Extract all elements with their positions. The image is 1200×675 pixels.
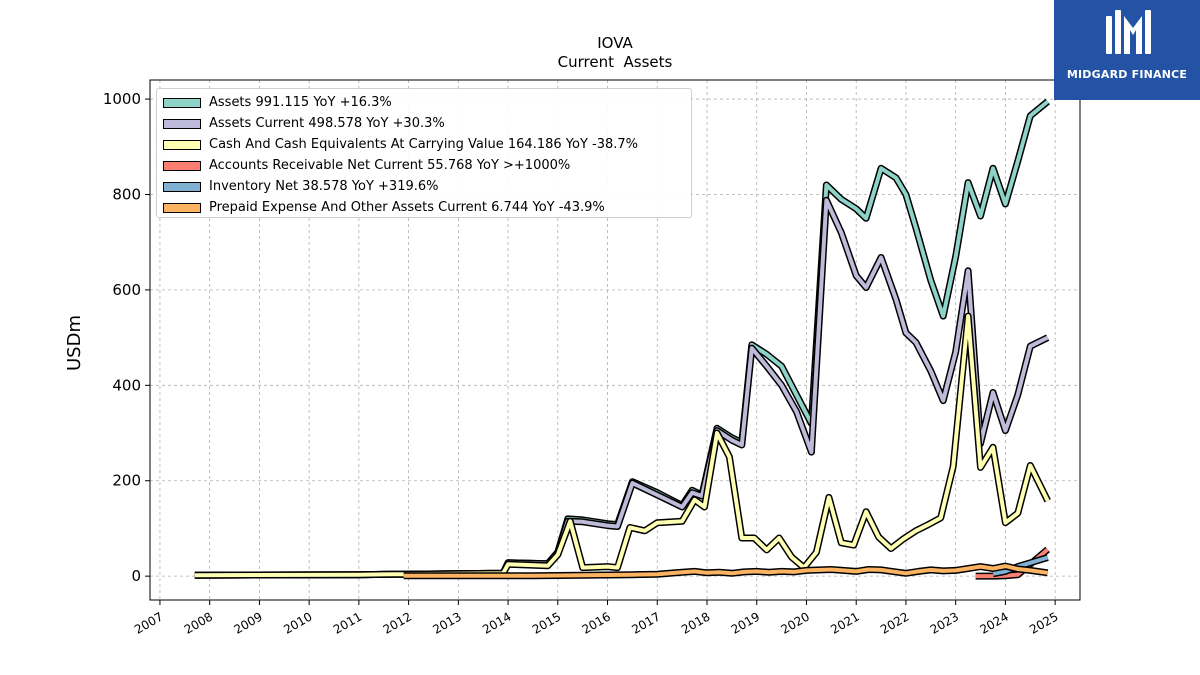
y-tick-label: 1000 [103, 90, 141, 108]
x-tick-label: 2019 [729, 609, 762, 636]
chart-subtitle: Current Assets [558, 53, 673, 71]
legend-label: Assets 991.115 YoY +16.3% [209, 95, 392, 110]
legend-swatch [163, 202, 201, 213]
legend-swatch [163, 139, 201, 150]
legend-swatch [163, 181, 201, 192]
legend-label: Accounts Receivable Net Current 55.768 Y… [209, 158, 571, 173]
brand-logo: MIDGARD FINANCE [1054, 0, 1200, 100]
legend-item: Prepaid Expense And Other Assets Current… [163, 197, 685, 218]
chart-title: IOVA [597, 34, 633, 52]
y-tick-label: 800 [112, 185, 141, 203]
series-5 [403, 562, 1049, 580]
series-line [194, 314, 1050, 578]
x-tick-label: 2012 [381, 609, 414, 636]
legend-item: Inventory Net 38.578 YoY +319.6% [163, 176, 685, 197]
x-tick-label: 2024 [977, 609, 1010, 636]
chart-legend: Assets 991.115 YoY +16.3% Assets Current … [156, 88, 692, 218]
legend-label: Cash And Cash Equivalents At Carrying Va… [209, 137, 638, 152]
legend-swatch [163, 118, 201, 129]
series-2 [194, 312, 1051, 579]
legend-item: Accounts Receivable Net Current 55.768 Y… [163, 155, 685, 176]
series-1 [194, 196, 1050, 579]
legend-label: Prepaid Expense And Other Assets Current… [209, 200, 605, 215]
legend-swatch [163, 160, 201, 171]
x-tick-label: 2025 [1027, 609, 1060, 636]
x-tick-label: 2014 [480, 609, 513, 636]
y-tick-label: 600 [112, 281, 141, 299]
x-tick-label: 2010 [281, 609, 314, 636]
y-axis-label: USDm [64, 315, 85, 371]
y-tick-label: 200 [112, 472, 141, 490]
x-tick-label: 2018 [679, 609, 712, 636]
x-tick-label: 2015 [530, 609, 563, 636]
x-tick-label: 2022 [878, 609, 911, 636]
legend-label: Inventory Net 38.578 YoY +319.6% [209, 179, 439, 194]
x-tick-label: 2017 [629, 609, 662, 636]
series-layer [194, 98, 1051, 580]
x-tick-label: 2021 [828, 609, 861, 636]
midgard-logo-icon [1106, 10, 1151, 54]
x-tick-label: 2011 [331, 609, 364, 636]
y-tick-label: 0 [131, 567, 141, 585]
plot-frame [149, 79, 1081, 601]
x-tick-label: 2016 [580, 609, 613, 636]
x-tick-label: 2020 [779, 609, 812, 636]
legend-label: Assets Current 498.578 YoY +30.3% [209, 116, 445, 131]
x-tick-label: 2008 [182, 609, 215, 636]
x-tick-label: 2013 [430, 609, 463, 636]
y-tick-label: 400 [112, 376, 141, 394]
series-line [194, 198, 1049, 578]
x-tick-label: 2009 [231, 609, 264, 636]
legend-swatch [163, 97, 201, 108]
legend-item: Cash And Cash Equivalents At Carrying Va… [163, 134, 685, 155]
x-tick-label: 2007 [132, 609, 165, 636]
legend-item: Assets Current 498.578 YoY +30.3% [163, 113, 685, 134]
series-line [403, 564, 1048, 578]
x-tick-label: 2023 [928, 609, 961, 636]
brand-name: MIDGARD FINANCE [1066, 68, 1188, 81]
legend-item: Assets 991.115 YoY +16.3% [163, 92, 685, 113]
